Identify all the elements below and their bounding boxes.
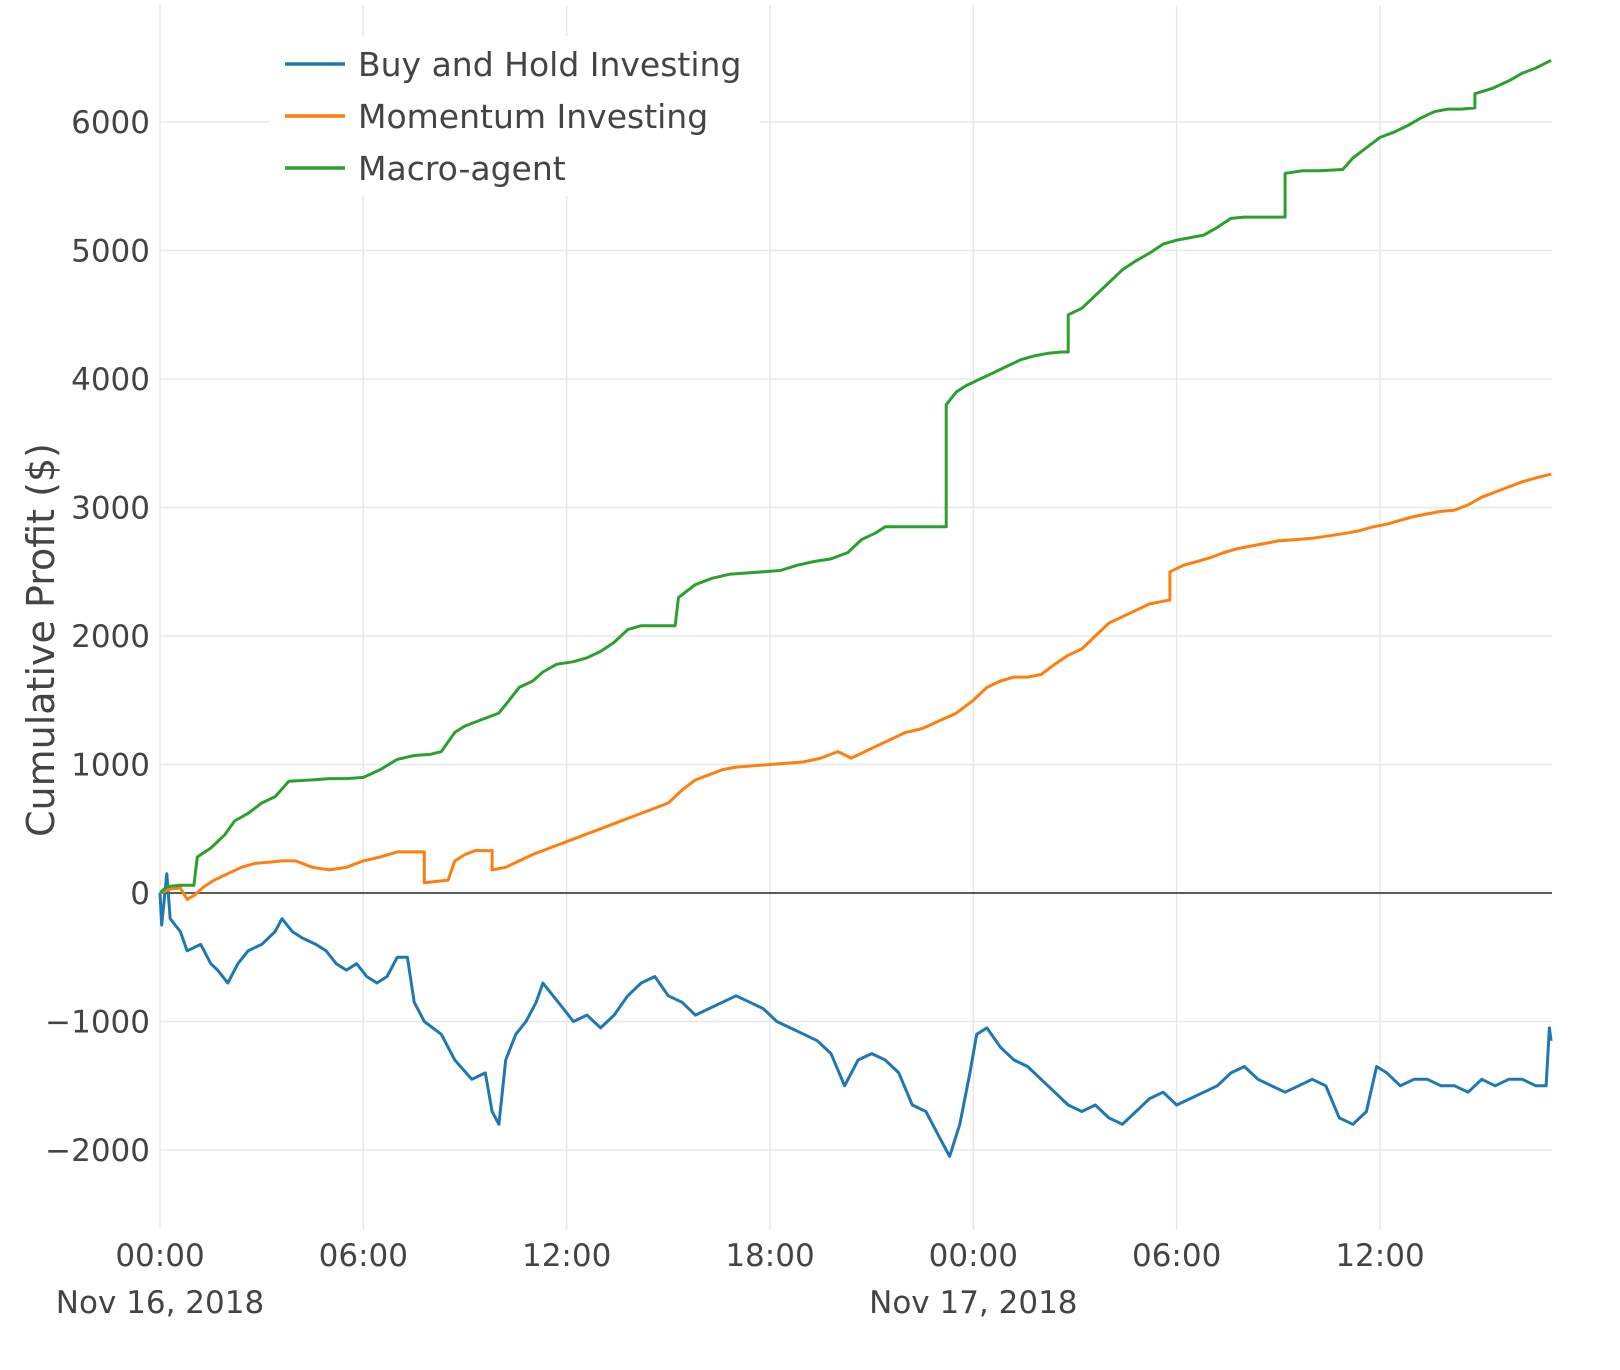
y-tick-label: −1000 <box>45 1005 150 1041</box>
y-axis-ticks: −2000 −1000 0 1000 2000 3000 4000 5000 6000 <box>45 105 150 1169</box>
x-tick-label: 06:00 <box>1132 1238 1221 1274</box>
series-lines <box>158 58 1553 1158</box>
series-line-momentum-investing <box>159 472 1552 901</box>
y-axis-label: Cumulative Profit ($) <box>19 443 63 837</box>
legend-label-macro-agent: Macro-agent <box>358 149 566 188</box>
x-gridlines <box>159 5 1381 1230</box>
legend-label-momentum-investing: Momentum Investing <box>358 97 708 136</box>
y-tick-label: 3000 <box>71 491 150 527</box>
x-tick-date-label: Nov 16, 2018 <box>56 1285 264 1321</box>
x-tick-label: 12:00 <box>522 1238 611 1274</box>
x-tick-label: 06:00 <box>319 1238 408 1274</box>
x-tick-label: 18:00 <box>725 1238 814 1274</box>
x-tick-label: 00:00 <box>115 1238 204 1274</box>
y-tick-label: 4000 <box>71 362 150 398</box>
legend-label-buy-and-hold-investing: Buy and Hold Investing <box>358 45 741 84</box>
x-tick-date-label: Nov 17, 2018 <box>869 1285 1077 1321</box>
y-tick-label: 2000 <box>71 619 150 655</box>
y-tick-label: 5000 <box>71 234 150 270</box>
y-gridlines <box>160 121 1552 1151</box>
series-line-macro-agent <box>158 58 1552 895</box>
x-tick-label: 12:00 <box>1335 1238 1424 1274</box>
y-tick-label: 0 <box>130 876 150 912</box>
x-tick-label: 00:00 <box>929 1238 1018 1274</box>
y-tick-label: −2000 <box>45 1133 150 1169</box>
legend-background <box>270 36 760 196</box>
y-tick-label: 1000 <box>71 748 150 784</box>
y-tick-label: 6000 <box>71 105 150 141</box>
series-line-buy-and-hold-investing <box>158 872 1553 1158</box>
legend: Buy and Hold Investing Momentum Investing… <box>270 36 760 196</box>
x-axis-ticks: 00:00 Nov 16, 2018 06:00 12:00 18:00 00:00 Nov… <box>56 1238 1425 1321</box>
